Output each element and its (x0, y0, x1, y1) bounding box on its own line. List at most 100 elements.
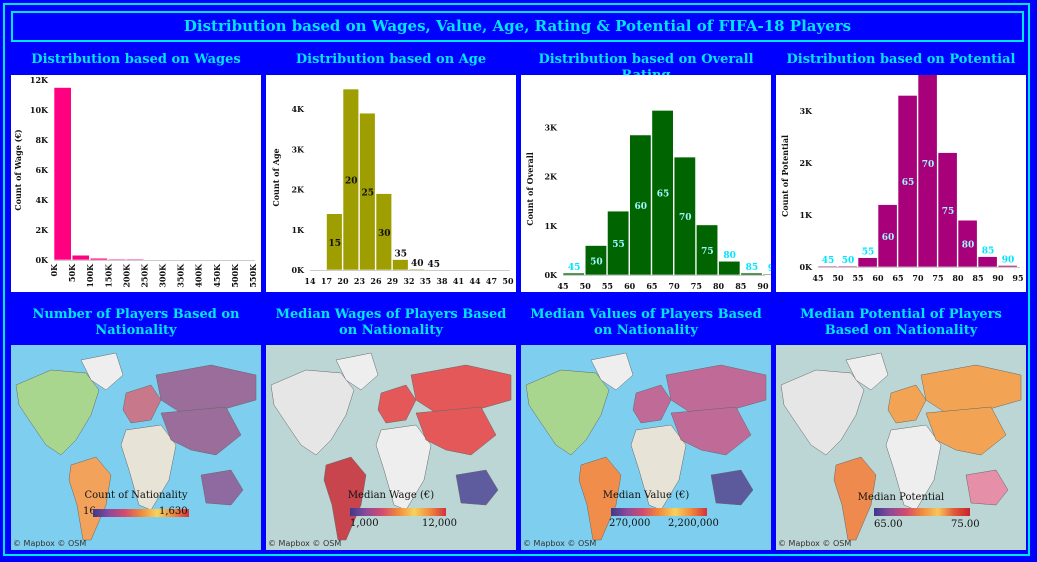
y-axis-label: Count of Potential (780, 135, 790, 217)
region-europe[interactable] (632, 384, 672, 424)
region-australia[interactable] (200, 469, 244, 506)
region-australia[interactable] (455, 469, 499, 506)
histogram-bar[interactable] (408, 268, 425, 271)
bar-data-label: 75 (701, 247, 714, 257)
y-tick-label: 1K (291, 225, 305, 235)
histogram-bar[interactable] (837, 265, 858, 268)
map-credit[interactable]: © Mapbox © OSM (778, 539, 852, 548)
histogram-bar[interactable] (607, 210, 630, 276)
histogram-bar[interactable] (718, 260, 741, 276)
histogram-bar[interactable] (392, 259, 409, 271)
bar-data-label: 90 (768, 264, 771, 274)
region-asia[interactable] (160, 406, 242, 456)
region-north-america[interactable] (15, 369, 100, 456)
region-south-america[interactable] (68, 456, 112, 541)
histogram-bar[interactable] (673, 156, 696, 276)
histogram-bar[interactable] (107, 258, 126, 261)
x-tick-label: 65 (646, 281, 657, 291)
x-tick-label: 85 (972, 273, 983, 283)
histogram-bar[interactable] (326, 213, 343, 271)
region-asia[interactable] (415, 406, 497, 456)
map-values[interactable]: Median Value (€) 270,000 2,200,000 © Map… (521, 345, 771, 550)
map-potential-title: Median Potential of Players Based on Nat… (800, 307, 1002, 338)
histogram-bar[interactable] (359, 112, 376, 271)
region-north-america[interactable] (780, 369, 865, 456)
map-values-title: Median Values of Players Based on Nation… (530, 307, 762, 338)
histogram-bar[interactable] (53, 87, 72, 261)
map-potential[interactable]: Median Potential 65.00 75.00 © Mapbox © … (776, 345, 1026, 550)
region-south-america[interactable] (833, 456, 877, 541)
histogram-bar[interactable] (877, 204, 898, 268)
histogram-bar[interactable] (977, 256, 998, 268)
bar-data-label: 50 (842, 256, 855, 266)
x-tick-label: 90 (757, 281, 769, 291)
bar-data-label: 25 (361, 189, 374, 199)
histogram-bar[interactable] (584, 245, 607, 276)
region-north-america[interactable] (270, 369, 355, 456)
map-credit[interactable]: © Mapbox © OSM (523, 539, 597, 548)
histogram-bar[interactable] (762, 273, 771, 276)
histogram-bar[interactable] (71, 254, 90, 261)
histogram-bar[interactable] (917, 75, 938, 268)
map-legend-title: Count of Nationality (84, 490, 188, 501)
histogram-bar[interactable] (342, 88, 359, 271)
histogram-bar[interactable] (89, 257, 108, 261)
histogram-bar[interactable] (740, 272, 763, 276)
histogram-bar[interactable] (857, 257, 878, 268)
region-europe[interactable] (887, 384, 927, 424)
region-greenland[interactable] (80, 352, 124, 391)
region-asia[interactable] (670, 406, 752, 456)
map-legend-min: 65.00 (874, 519, 903, 530)
region-europe[interactable] (122, 384, 162, 424)
x-tick-label: 45 (812, 273, 823, 283)
histogram-bar[interactable] (817, 265, 838, 268)
region-russia[interactable] (155, 364, 257, 414)
bar-data-label: 85 (982, 247, 995, 257)
histogram-bar[interactable] (651, 110, 674, 276)
map-legend-title: Median Wage (€) (347, 490, 435, 501)
bar-data-label: 60 (882, 233, 895, 243)
region-australia[interactable] (710, 469, 754, 506)
x-tick-label: 0K (49, 263, 59, 277)
region-europe[interactable] (377, 384, 417, 424)
histogram-bar[interactable] (897, 95, 918, 268)
x-tick-label: 14 (304, 276, 316, 286)
region-australia[interactable] (965, 469, 1009, 506)
histogram-bar[interactable] (629, 134, 652, 276)
map-wages[interactable]: Median Wage (€) 1,000 12,000 © Mapbox © … (266, 345, 516, 550)
histogram-bar[interactable] (997, 265, 1018, 268)
region-russia[interactable] (920, 364, 1022, 414)
histogram-bar[interactable] (126, 258, 144, 261)
x-tick-label: 500K (230, 263, 240, 288)
map-legend-max: 1,630 (159, 506, 188, 517)
x-tick-label: 350K (176, 263, 186, 288)
region-greenland[interactable] (335, 352, 379, 391)
map-legend-max: 2,200,000 (668, 518, 719, 529)
bar-data-label: 20 (345, 177, 358, 187)
bar-data-label: 30 (378, 229, 391, 239)
histogram-bar[interactable] (375, 193, 392, 271)
histogram-bar[interactable] (696, 224, 719, 276)
region-greenland[interactable] (590, 352, 634, 391)
world-map-shapes (15, 352, 257, 541)
y-tick-label: 0K (35, 255, 49, 265)
region-north-america[interactable] (525, 369, 610, 456)
region-south-america[interactable] (323, 456, 367, 541)
region-asia[interactable] (925, 406, 1007, 456)
map-credit[interactable]: © Mapbox © OSM (13, 539, 87, 548)
region-russia[interactable] (410, 364, 512, 414)
x-tick-label: 50 (832, 273, 844, 283)
y-tick-label: 3K (799, 106, 813, 116)
x-tick-label: 150K (103, 263, 113, 288)
x-tick-label: 450K (212, 263, 222, 288)
region-russia[interactable] (665, 364, 767, 414)
region-greenland[interactable] (845, 352, 889, 391)
map-players[interactable]: Count of Nationality 16 1,630 © Mapbox ©… (11, 345, 261, 550)
histogram-bar[interactable] (957, 219, 978, 268)
histogram-bar[interactable] (937, 152, 958, 268)
histogram-bar[interactable] (562, 272, 585, 276)
map-legend-min: 270,000 (609, 518, 651, 529)
region-south-america[interactable] (578, 456, 622, 541)
map-credit[interactable]: © Mapbox © OSM (268, 539, 342, 548)
bar-data-label: 60 (635, 202, 648, 212)
